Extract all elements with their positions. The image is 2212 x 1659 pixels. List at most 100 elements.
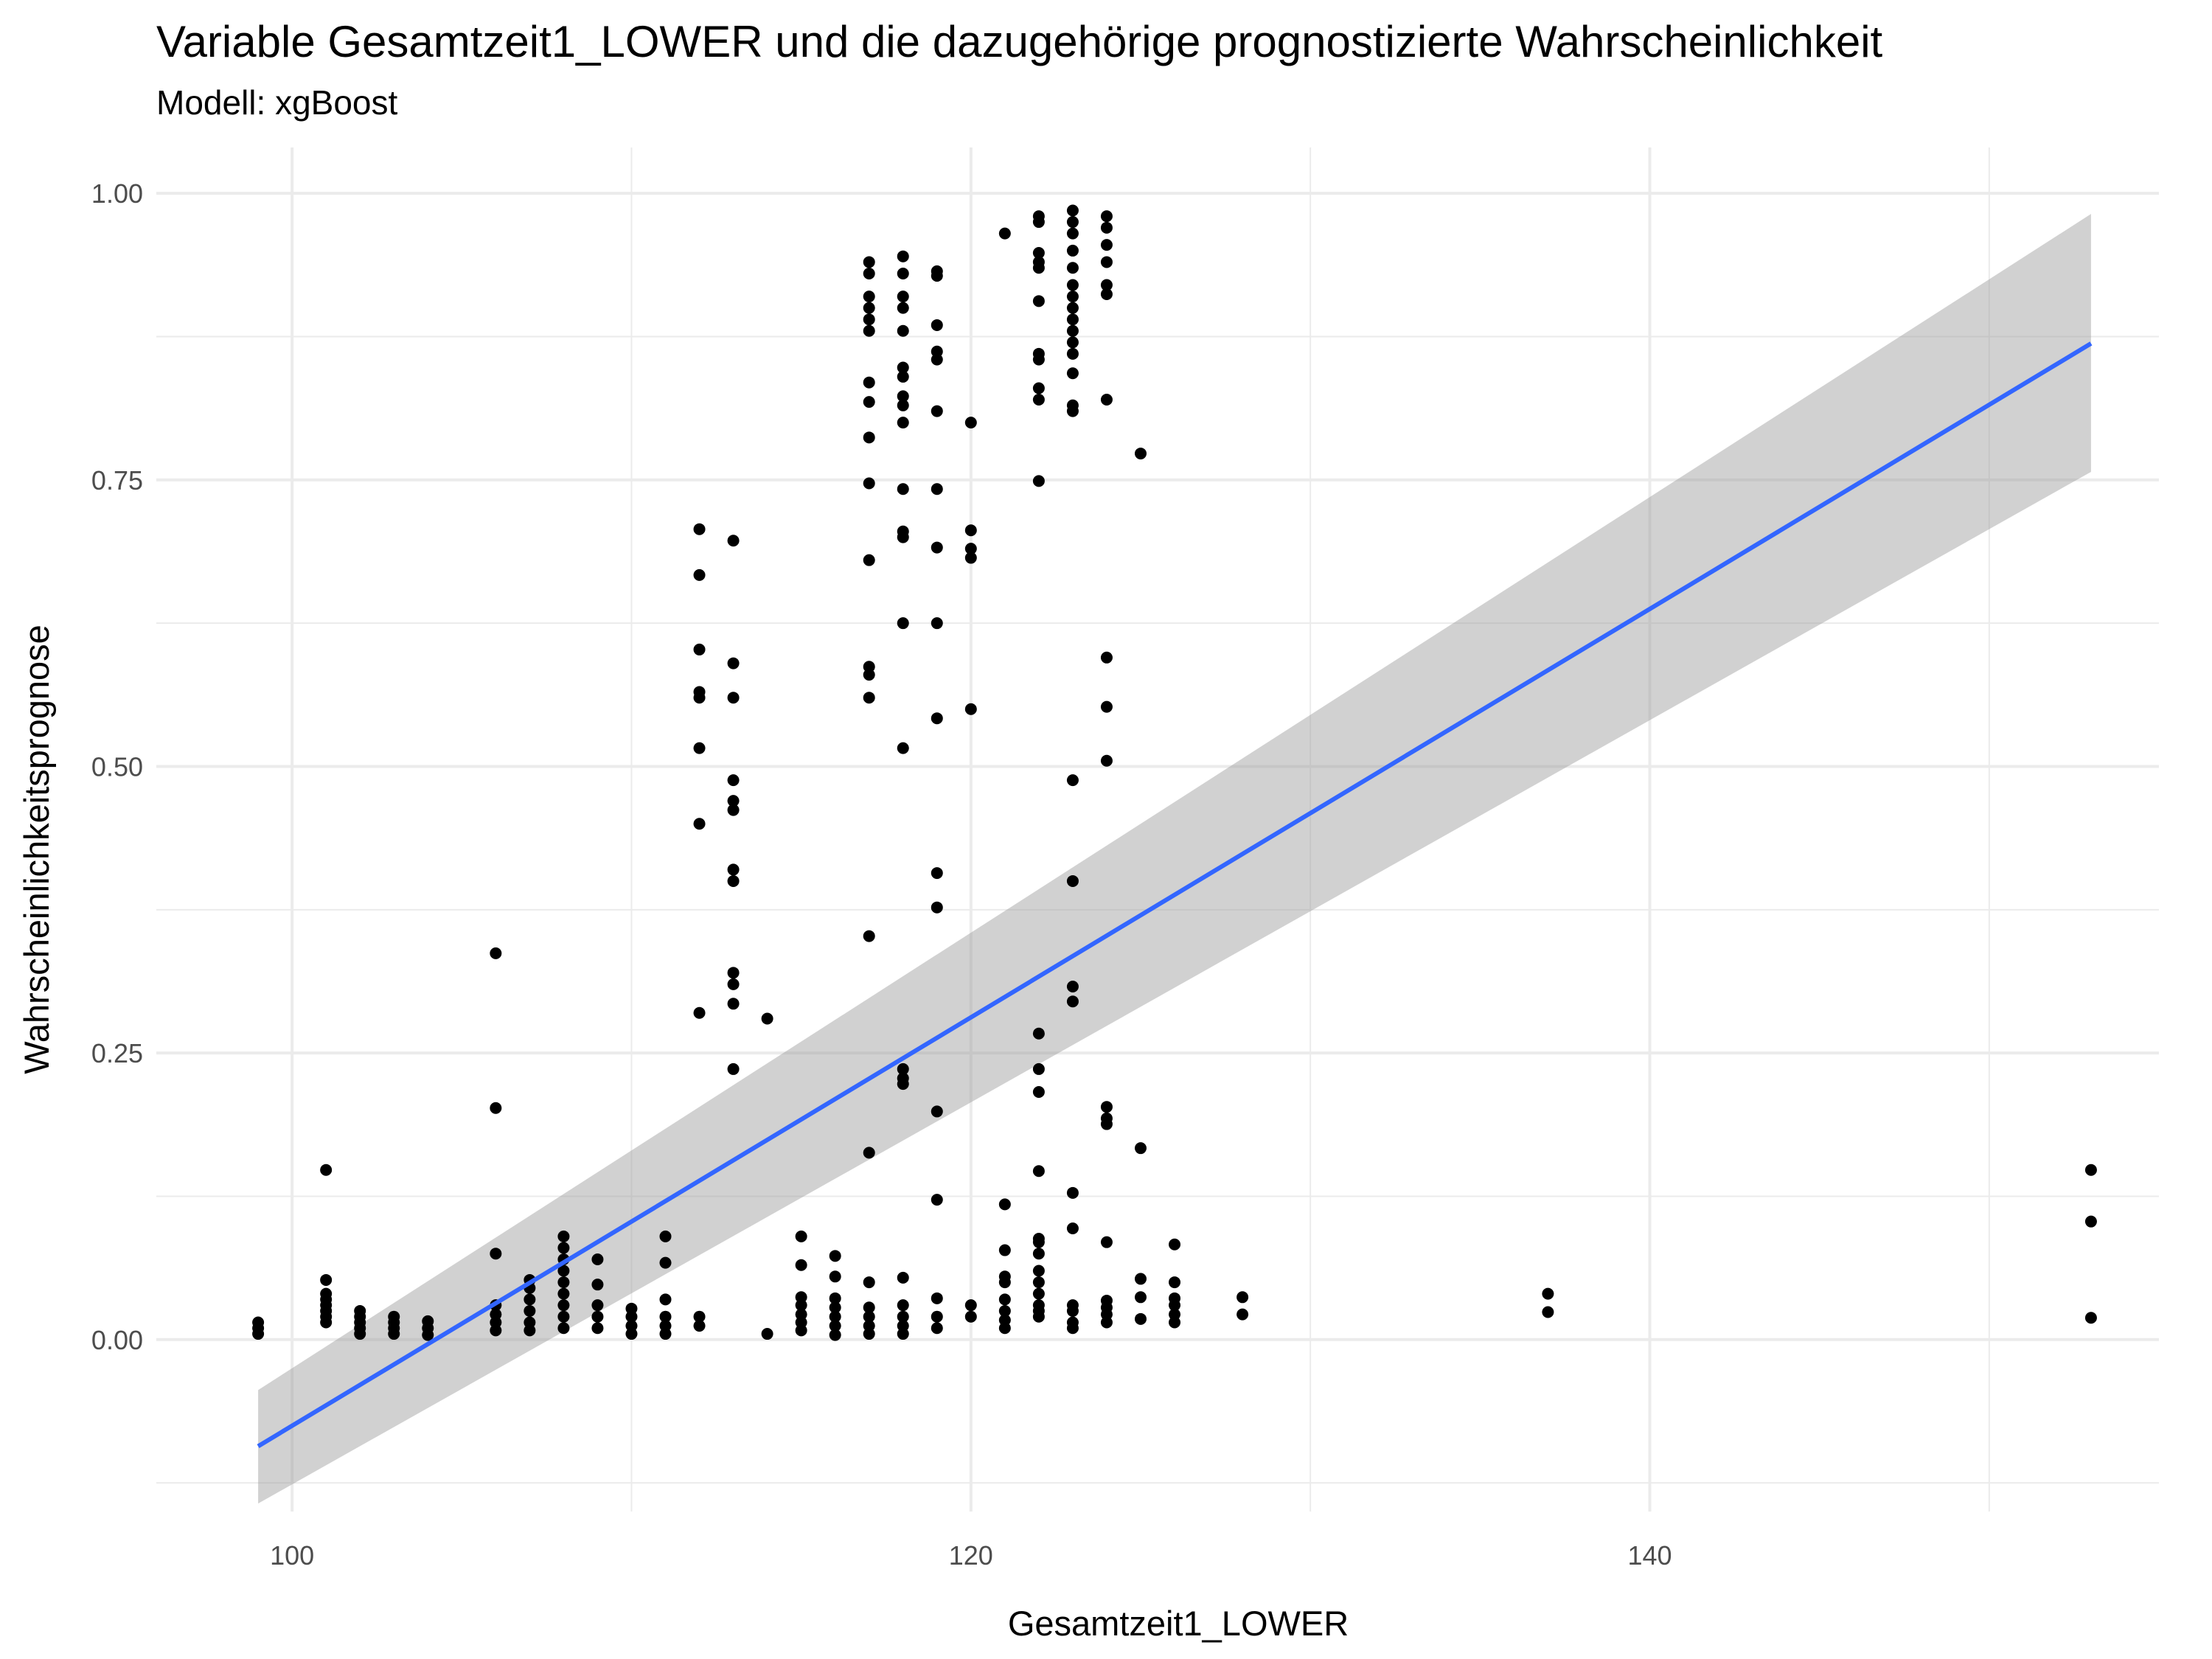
data-point [422, 1315, 434, 1327]
data-point [998, 1270, 1011, 1283]
data-point [1066, 980, 1079, 992]
data-point [931, 901, 943, 914]
data-point [863, 302, 875, 314]
data-point [1032, 210, 1045, 223]
data-point [863, 376, 875, 389]
data-point [897, 324, 909, 337]
data-point [829, 1270, 841, 1283]
data-point [931, 541, 943, 554]
data-point [727, 804, 740, 816]
minor-gridlines [156, 147, 2159, 1512]
data-point [964, 417, 977, 429]
data-point [557, 1322, 570, 1335]
chart-subtitle: Modell: xgBoost [156, 83, 398, 122]
data-point [761, 1328, 773, 1340]
data-points [252, 204, 2097, 1341]
data-point [625, 1302, 638, 1315]
data-point [1032, 1248, 1045, 1260]
data-point [964, 552, 977, 564]
data-point [863, 268, 875, 280]
data-point [761, 1012, 773, 1025]
data-point [2084, 1164, 2097, 1176]
data-point [693, 523, 706, 535]
y-axis-title: Wahrscheinlichkeitsprognose [17, 625, 56, 1074]
data-point [727, 874, 740, 887]
data-point [557, 1287, 570, 1300]
data-point [931, 319, 943, 331]
data-point [1100, 651, 1113, 664]
data-point [1032, 295, 1045, 307]
data-point [897, 417, 909, 429]
data-point [998, 1293, 1011, 1306]
data-point [1066, 399, 1079, 411]
data-point [388, 1310, 400, 1323]
data-point [591, 1310, 604, 1323]
data-point [863, 1147, 875, 1159]
y-tick-label: 0.75 [91, 465, 143, 495]
data-point [693, 818, 706, 830]
data-point [557, 1230, 570, 1242]
data-point [1066, 227, 1079, 240]
data-point [829, 1301, 841, 1314]
data-point [1100, 256, 1113, 268]
data-point [727, 1062, 740, 1075]
data-point [1100, 1112, 1113, 1124]
data-point [998, 1304, 1011, 1317]
data-point [1032, 1299, 1045, 1312]
data-point [2084, 1215, 2097, 1228]
data-point [1066, 216, 1079, 229]
data-point [863, 396, 875, 408]
data-point [863, 1301, 875, 1314]
data-point [625, 1320, 638, 1332]
data-point [1032, 1027, 1045, 1040]
data-point [1066, 347, 1079, 360]
x-tick-label: 120 [949, 1540, 993, 1571]
data-point [897, 1062, 909, 1075]
data-point [727, 774, 740, 787]
data-point [1032, 382, 1045, 394]
data-point [1542, 1287, 1554, 1300]
x-tick-labels: 100 120 140 [270, 1540, 1672, 1571]
data-point [863, 692, 875, 704]
data-point [1100, 394, 1113, 406]
data-point [524, 1304, 536, 1317]
data-point [1100, 1236, 1113, 1248]
data-point [659, 1293, 672, 1306]
data-point [863, 324, 875, 337]
data-point [1032, 347, 1045, 360]
data-point [1032, 1265, 1045, 1277]
data-point [863, 1310, 875, 1323]
data-point [1237, 1308, 1249, 1321]
data-point [1100, 1294, 1113, 1307]
data-point [795, 1259, 807, 1271]
major-gridlines [156, 147, 2159, 1512]
data-point [897, 291, 909, 303]
data-point [524, 1293, 536, 1306]
data-point [693, 568, 706, 581]
data-point [863, 256, 875, 268]
x-axis-title: Gesamtzeit1_LOWER [1008, 1604, 1349, 1643]
data-point [829, 1329, 841, 1341]
data-point [863, 554, 875, 566]
data-point [795, 1291, 807, 1304]
data-point [897, 370, 909, 383]
data-point [354, 1304, 366, 1317]
data-point [727, 657, 740, 669]
data-point [693, 643, 706, 655]
data-point [1066, 367, 1079, 380]
data-point [998, 1314, 1011, 1326]
data-point [931, 483, 943, 495]
data-point [1032, 1165, 1045, 1178]
data-point [931, 265, 943, 277]
data-point [693, 1006, 706, 1019]
data-point [591, 1253, 604, 1265]
data-point [727, 998, 740, 1010]
data-point [1134, 1291, 1147, 1304]
data-point [1066, 1186, 1079, 1199]
data-point [1066, 302, 1079, 314]
data-point [863, 661, 875, 673]
x-tick-label: 140 [1627, 1540, 1672, 1571]
confidence-ribbon-layer [258, 214, 2091, 1504]
data-point [795, 1308, 807, 1321]
data-point [727, 535, 740, 547]
